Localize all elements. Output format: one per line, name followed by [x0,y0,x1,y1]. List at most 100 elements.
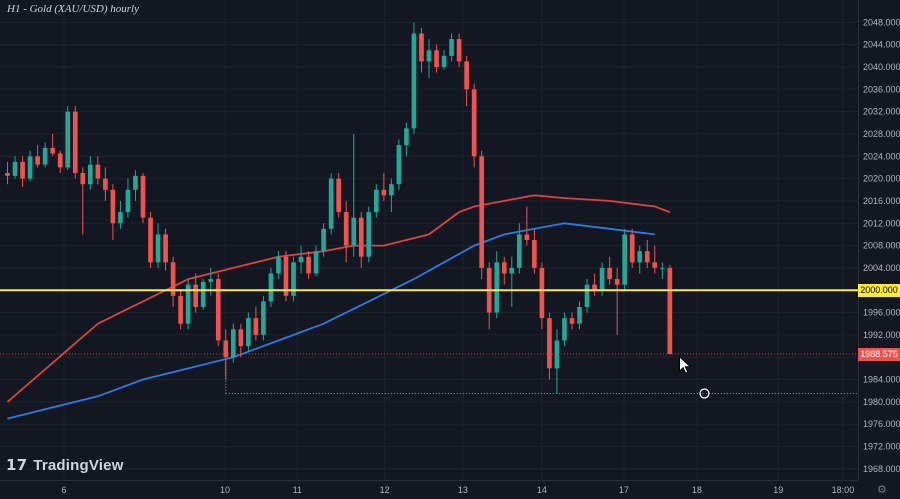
candle-body [516,234,522,268]
candle-body [148,217,153,263]
candle-body [291,262,296,296]
candle-body [366,212,372,257]
candle-body [659,267,665,269]
candle-body [652,262,658,268]
candle-body [223,340,229,358]
candle-body [80,173,86,185]
x-tick-label: 18:00 [832,485,855,495]
candle-body [140,175,146,218]
y-tick-label: 2020.000 [863,174,900,184]
candle-body [185,284,191,324]
y-tick-label: 2008.000 [863,241,900,251]
level-price-badge: 2000.000 [858,283,900,297]
candle-body [238,329,244,347]
candle-body [133,175,138,190]
candle-body [562,318,567,341]
candle-body [456,39,462,62]
candle-body [20,161,25,179]
candle-body [351,217,357,246]
tradingview-logo: 17 TradingView [6,456,124,474]
candle-body [547,318,552,369]
candle-body [554,340,560,369]
x-tick-label: 11 [293,485,302,495]
candle-body [118,212,123,224]
candle-body [592,284,597,291]
candle-body [599,267,605,291]
candle-body [584,284,590,307]
candle-body [298,256,304,263]
y-tick-label: 2036.000 [863,84,900,94]
y-tick-label: 2032.000 [863,107,900,117]
candle-body [419,33,424,62]
y-tick-label: 1972.000 [863,442,900,452]
candle-body [336,178,342,213]
candle-body [306,256,311,274]
candle-body [411,33,417,129]
candle-body [389,184,394,196]
candle-body [65,111,71,168]
candle-body [321,228,326,252]
candle-body [373,189,379,213]
candle-body [283,256,289,296]
candle-body [622,234,628,285]
candle-body [72,111,78,174]
y-tick-label: 1968.000 [863,464,900,474]
candle-body [103,178,108,190]
y-tick-label: 1980.000 [863,397,900,407]
y-tick-label: 1984.000 [863,375,900,385]
candle-body [629,234,635,263]
candle-body [577,306,582,324]
candle-body [644,251,650,263]
candle-body [637,251,643,263]
x-tick-label: 14 [537,485,547,495]
candle-body [50,147,56,154]
candle-body [5,173,10,176]
candle-body [524,234,530,240]
candle-body [509,267,515,274]
tradingview-logo-icon: 17 [6,456,28,474]
x-tick-label: 12 [380,485,390,495]
candle-body [532,240,537,268]
candle-body [494,262,500,313]
candle-body [569,318,575,324]
moving-average-red [6,194,671,403]
candle-body [441,55,447,67]
candle-body [343,212,349,246]
tradingview-brand-name: TradingView [33,456,124,474]
chart-title: H1 - Gold (XAU/USD) hourly [7,3,139,15]
candle-body [35,156,40,165]
x-tick-label: 13 [458,485,468,495]
candle-body [313,251,319,274]
candle-body [381,189,387,196]
y-tick-label: 2048.000 [863,17,900,27]
gear-icon[interactable]: ⚙ [877,483,887,496]
y-tick-label: 1976.000 [863,419,900,429]
candle-body [87,164,93,185]
candle-body [110,189,116,224]
candle-body [193,284,199,307]
candle-body [328,178,334,229]
x-tick-label: 19 [773,485,783,495]
y-tick-label: 2024.000 [863,151,900,161]
candle-body [607,267,612,280]
y-tick-label: 2016.000 [863,196,900,206]
candle-body [57,153,63,168]
candle-body [253,318,259,335]
candle-body [396,145,402,185]
y-tick-label: 2012.000 [863,218,900,228]
candle-body [268,273,274,302]
y-tick-label: 1996.000 [863,308,900,318]
last-price-badge: 1988.575 [858,347,900,361]
candle-body [501,262,507,274]
y-tick-label: 2044.000 [863,40,900,50]
x-tick-label: 17 [619,485,629,495]
candle-body [479,156,485,268]
moving-average-blue [7,222,655,420]
low-point-marker [699,388,710,399]
candle-body [125,189,131,213]
candle-body [178,295,183,324]
y-tick-label: 1992.000 [863,330,900,340]
candle-body [155,234,161,263]
candle-body [667,267,673,354]
